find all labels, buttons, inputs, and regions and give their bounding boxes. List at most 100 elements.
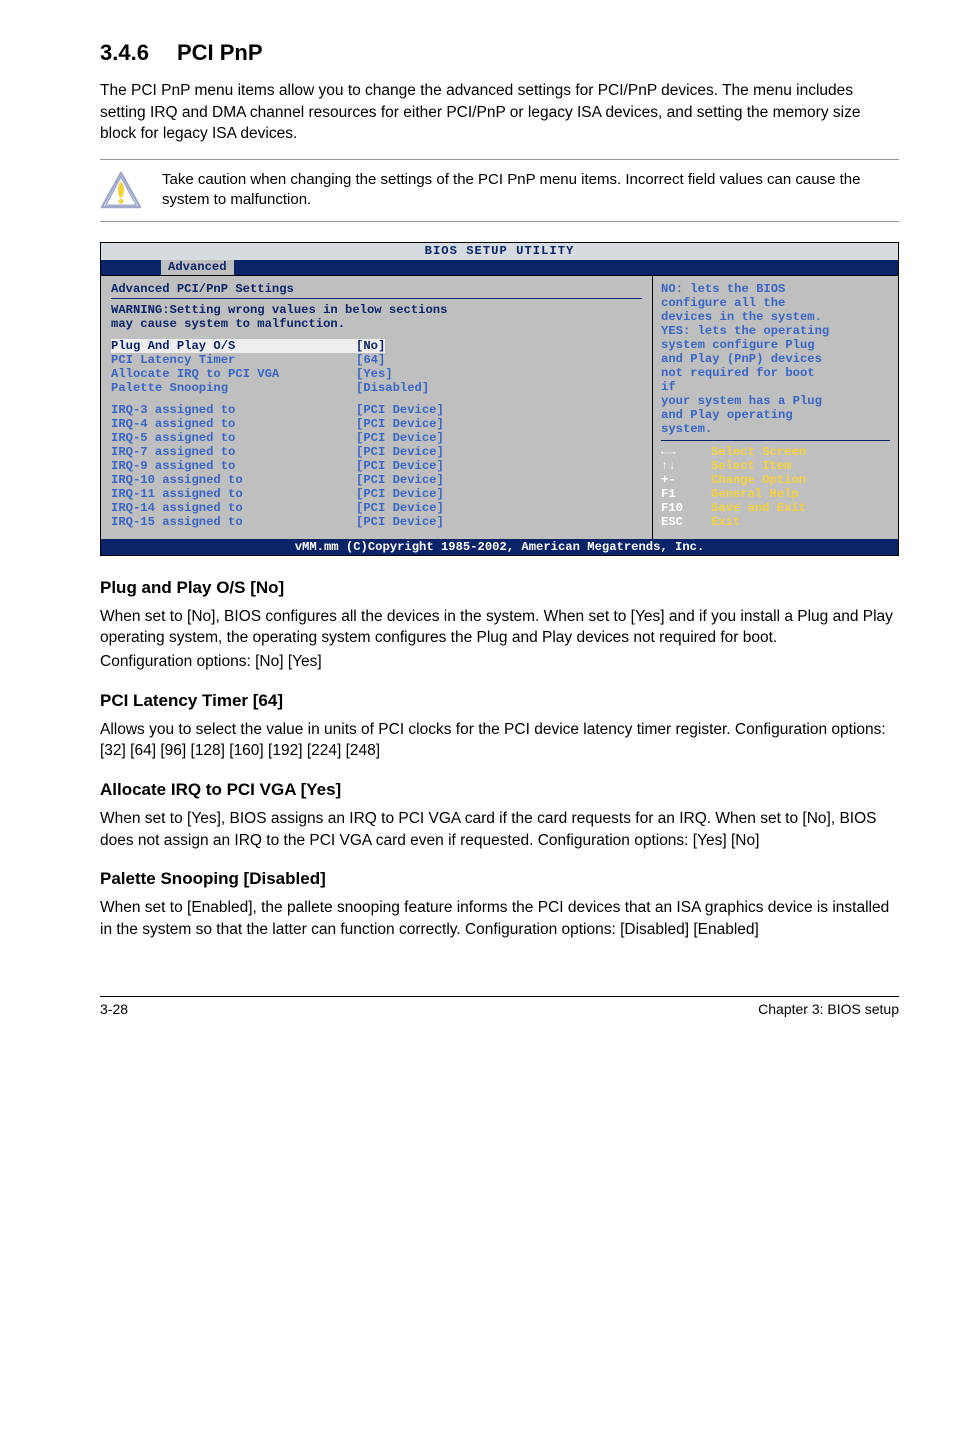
bios-irq-row: IRQ-3 assigned to[PCI Device] [111, 403, 642, 417]
bios-irq-label: IRQ-15 assigned to [111, 515, 356, 529]
bios-irq-row: IRQ-11 assigned to[PCI Device] [111, 487, 642, 501]
bios-irq-value: [PCI Device] [356, 487, 444, 501]
intro-paragraph: The PCI PnP menu items allow you to chan… [100, 80, 899, 145]
bios-irq-label: IRQ-14 assigned to [111, 501, 356, 515]
bios-irq-value: [PCI Device] [356, 445, 444, 459]
bios-nav-row: +-Change Option [661, 473, 890, 487]
bios-help-line: not required for boot [661, 366, 890, 380]
page-footer: 3-28 Chapter 3: BIOS setup [100, 996, 899, 1017]
bios-nav-row: ↑↓Select Item [661, 459, 890, 473]
subsection: Plug and Play O/S [No] When set to [No], … [100, 578, 899, 673]
bios-irq-label: IRQ-11 assigned to [111, 487, 356, 501]
bios-irq-row: IRQ-14 assigned to[PCI Device] [111, 501, 642, 515]
bios-help-line: if [661, 380, 890, 394]
bios-warning-label: WARNING: [111, 303, 170, 317]
bios-help-line: system. [661, 422, 890, 436]
bios-left-panel: Advanced PCI/PnP Settings WARNING: Setti… [101, 276, 653, 539]
subsection-title: Palette Snooping [Disabled] [100, 869, 899, 889]
bios-irq-value: [PCI Device] [356, 403, 444, 417]
bios-irq-row: IRQ-10 assigned to[PCI Device] [111, 473, 642, 487]
bios-nav-key: +- [661, 473, 711, 487]
bios-setting-row: PCI Latency Timer[64] [111, 353, 642, 367]
bios-nav-label: Select Item [711, 459, 791, 473]
bios-nav-key: ESC [661, 515, 711, 529]
bios-nav-row: F10Save and Exit [661, 501, 890, 515]
bios-setting-label: PCI Latency Timer [111, 353, 356, 367]
section-heading: 3.4.6 PCI PnP [100, 40, 899, 66]
subsection-text: When set to [Yes], BIOS assigns an IRQ t… [100, 808, 899, 851]
subsection-text: Configuration options: [No] [Yes] [100, 651, 899, 673]
bios-nav-key: F1 [661, 487, 711, 501]
bios-irq-value: [PCI Device] [356, 417, 444, 431]
bios-help-line: configure all the [661, 296, 890, 310]
bios-nav-label: Select Screen [711, 445, 806, 459]
bios-screenshot: BIOS SETUP UTILITY Advanced Advanced PCI… [100, 242, 899, 556]
bios-irq-value: [PCI Device] [356, 459, 444, 473]
caution-text: Take caution when changing the settings … [162, 170, 899, 211]
caution-box: Take caution when changing the settings … [100, 159, 899, 222]
bios-warning: WARNING: Setting wrong values in below s… [111, 303, 642, 317]
subsection-text: When set to [No], BIOS configures all th… [100, 606, 899, 649]
bios-setting-value: [No] [356, 339, 385, 353]
bios-irq-row: IRQ-4 assigned to[PCI Device] [111, 417, 642, 431]
bios-setting-label: Palette Snooping [111, 381, 356, 395]
bios-help-line: YES: lets the operating [661, 324, 890, 338]
bios-panel-heading: Advanced PCI/PnP Settings [111, 282, 642, 296]
bios-irq-label: IRQ-4 assigned to [111, 417, 356, 431]
bios-nav-key: ↑↓ [661, 459, 711, 473]
bios-nav-key: F10 [661, 501, 711, 515]
bios-irq-row: IRQ-9 assigned to[PCI Device] [111, 459, 642, 473]
bios-irq-label: IRQ-5 assigned to [111, 431, 356, 445]
bios-nav-label: Change Option [711, 473, 806, 487]
bios-title: BIOS SETUP UTILITY [101, 243, 898, 260]
bios-setting-label: Allocate IRQ to PCI VGA [111, 367, 356, 381]
subsection-text: When set to [Enabled], the pallete snoop… [100, 897, 899, 940]
bios-setting-value: [Disabled] [356, 381, 429, 395]
bios-irq-row: IRQ-15 assigned to[PCI Device] [111, 515, 642, 529]
bios-irq-value: [PCI Device] [356, 501, 444, 515]
bios-setting-row: Plug And Play O/S[No] [111, 339, 642, 353]
bios-nav-row: ←→Select Screen [661, 445, 890, 459]
caution-icon [100, 171, 142, 209]
section-number: 3.4.6 [100, 40, 149, 66]
bios-irq-label: IRQ-7 assigned to [111, 445, 356, 459]
bios-irq-value: [PCI Device] [356, 431, 444, 445]
bios-help-line: devices in the system. [661, 310, 890, 324]
subsection-title: PCI Latency Timer [64] [100, 691, 899, 711]
bios-nav-label: Exit [711, 515, 740, 529]
bios-warning-line2: may cause system to malfunction. [111, 317, 345, 331]
bios-help-line: and Play operating [661, 408, 890, 422]
bios-irq-row: IRQ-5 assigned to[PCI Device] [111, 431, 642, 445]
bios-irq-value: [PCI Device] [356, 515, 444, 529]
bios-irq-label: IRQ-3 assigned to [111, 403, 356, 417]
bios-setting-row: Allocate IRQ to PCI VGA[Yes] [111, 367, 642, 381]
bios-nav-row: F1General Help [661, 487, 890, 501]
page-number: 3-28 [100, 1001, 128, 1017]
bios-help-line: your system has a Plug [661, 394, 890, 408]
bios-help-panel: NO: lets the BIOSconfigure all thedevice… [653, 276, 898, 539]
bios-setting-label: Plug And Play O/S [111, 339, 356, 353]
bios-warning-cont: may cause system to malfunction. [111, 317, 642, 331]
bios-irq-label: IRQ-10 assigned to [111, 473, 356, 487]
bios-help-line: and Play (PnP) devices [661, 352, 890, 366]
bios-tab-advanced: Advanced [161, 260, 234, 275]
chapter-label: Chapter 3: BIOS setup [758, 1001, 899, 1017]
subsection-text: Allows you to select the value in units … [100, 719, 899, 762]
subsection: Allocate IRQ to PCI VGA [Yes] When set to… [100, 780, 899, 851]
bios-setting-value: [64] [356, 353, 385, 367]
bios-nav-label: Save and Exit [711, 501, 806, 515]
bios-warning-line1: Setting wrong values in below sections [170, 303, 448, 317]
bios-irq-label: IRQ-9 assigned to [111, 459, 356, 473]
bios-tab-bar: Advanced [101, 260, 898, 275]
bios-nav-key: ←→ [661, 445, 711, 459]
bios-help-line: system configure Plug [661, 338, 890, 352]
bios-irq-value: [PCI Device] [356, 473, 444, 487]
bios-help-line: NO: lets the BIOS [661, 282, 890, 296]
bios-setting-value: [Yes] [356, 367, 393, 381]
subsection: Palette Snooping [Disabled] When set to [… [100, 869, 899, 940]
section-title: PCI PnP [177, 40, 263, 65]
bios-footer: vMM.mm (C)Copyright 1985-2002, American … [101, 539, 898, 555]
subsection-title: Plug and Play O/S [No] [100, 578, 899, 598]
subsection: PCI Latency Timer [64] Allows you to sele… [100, 691, 899, 762]
subsection-title: Allocate IRQ to PCI VGA [Yes] [100, 780, 899, 800]
